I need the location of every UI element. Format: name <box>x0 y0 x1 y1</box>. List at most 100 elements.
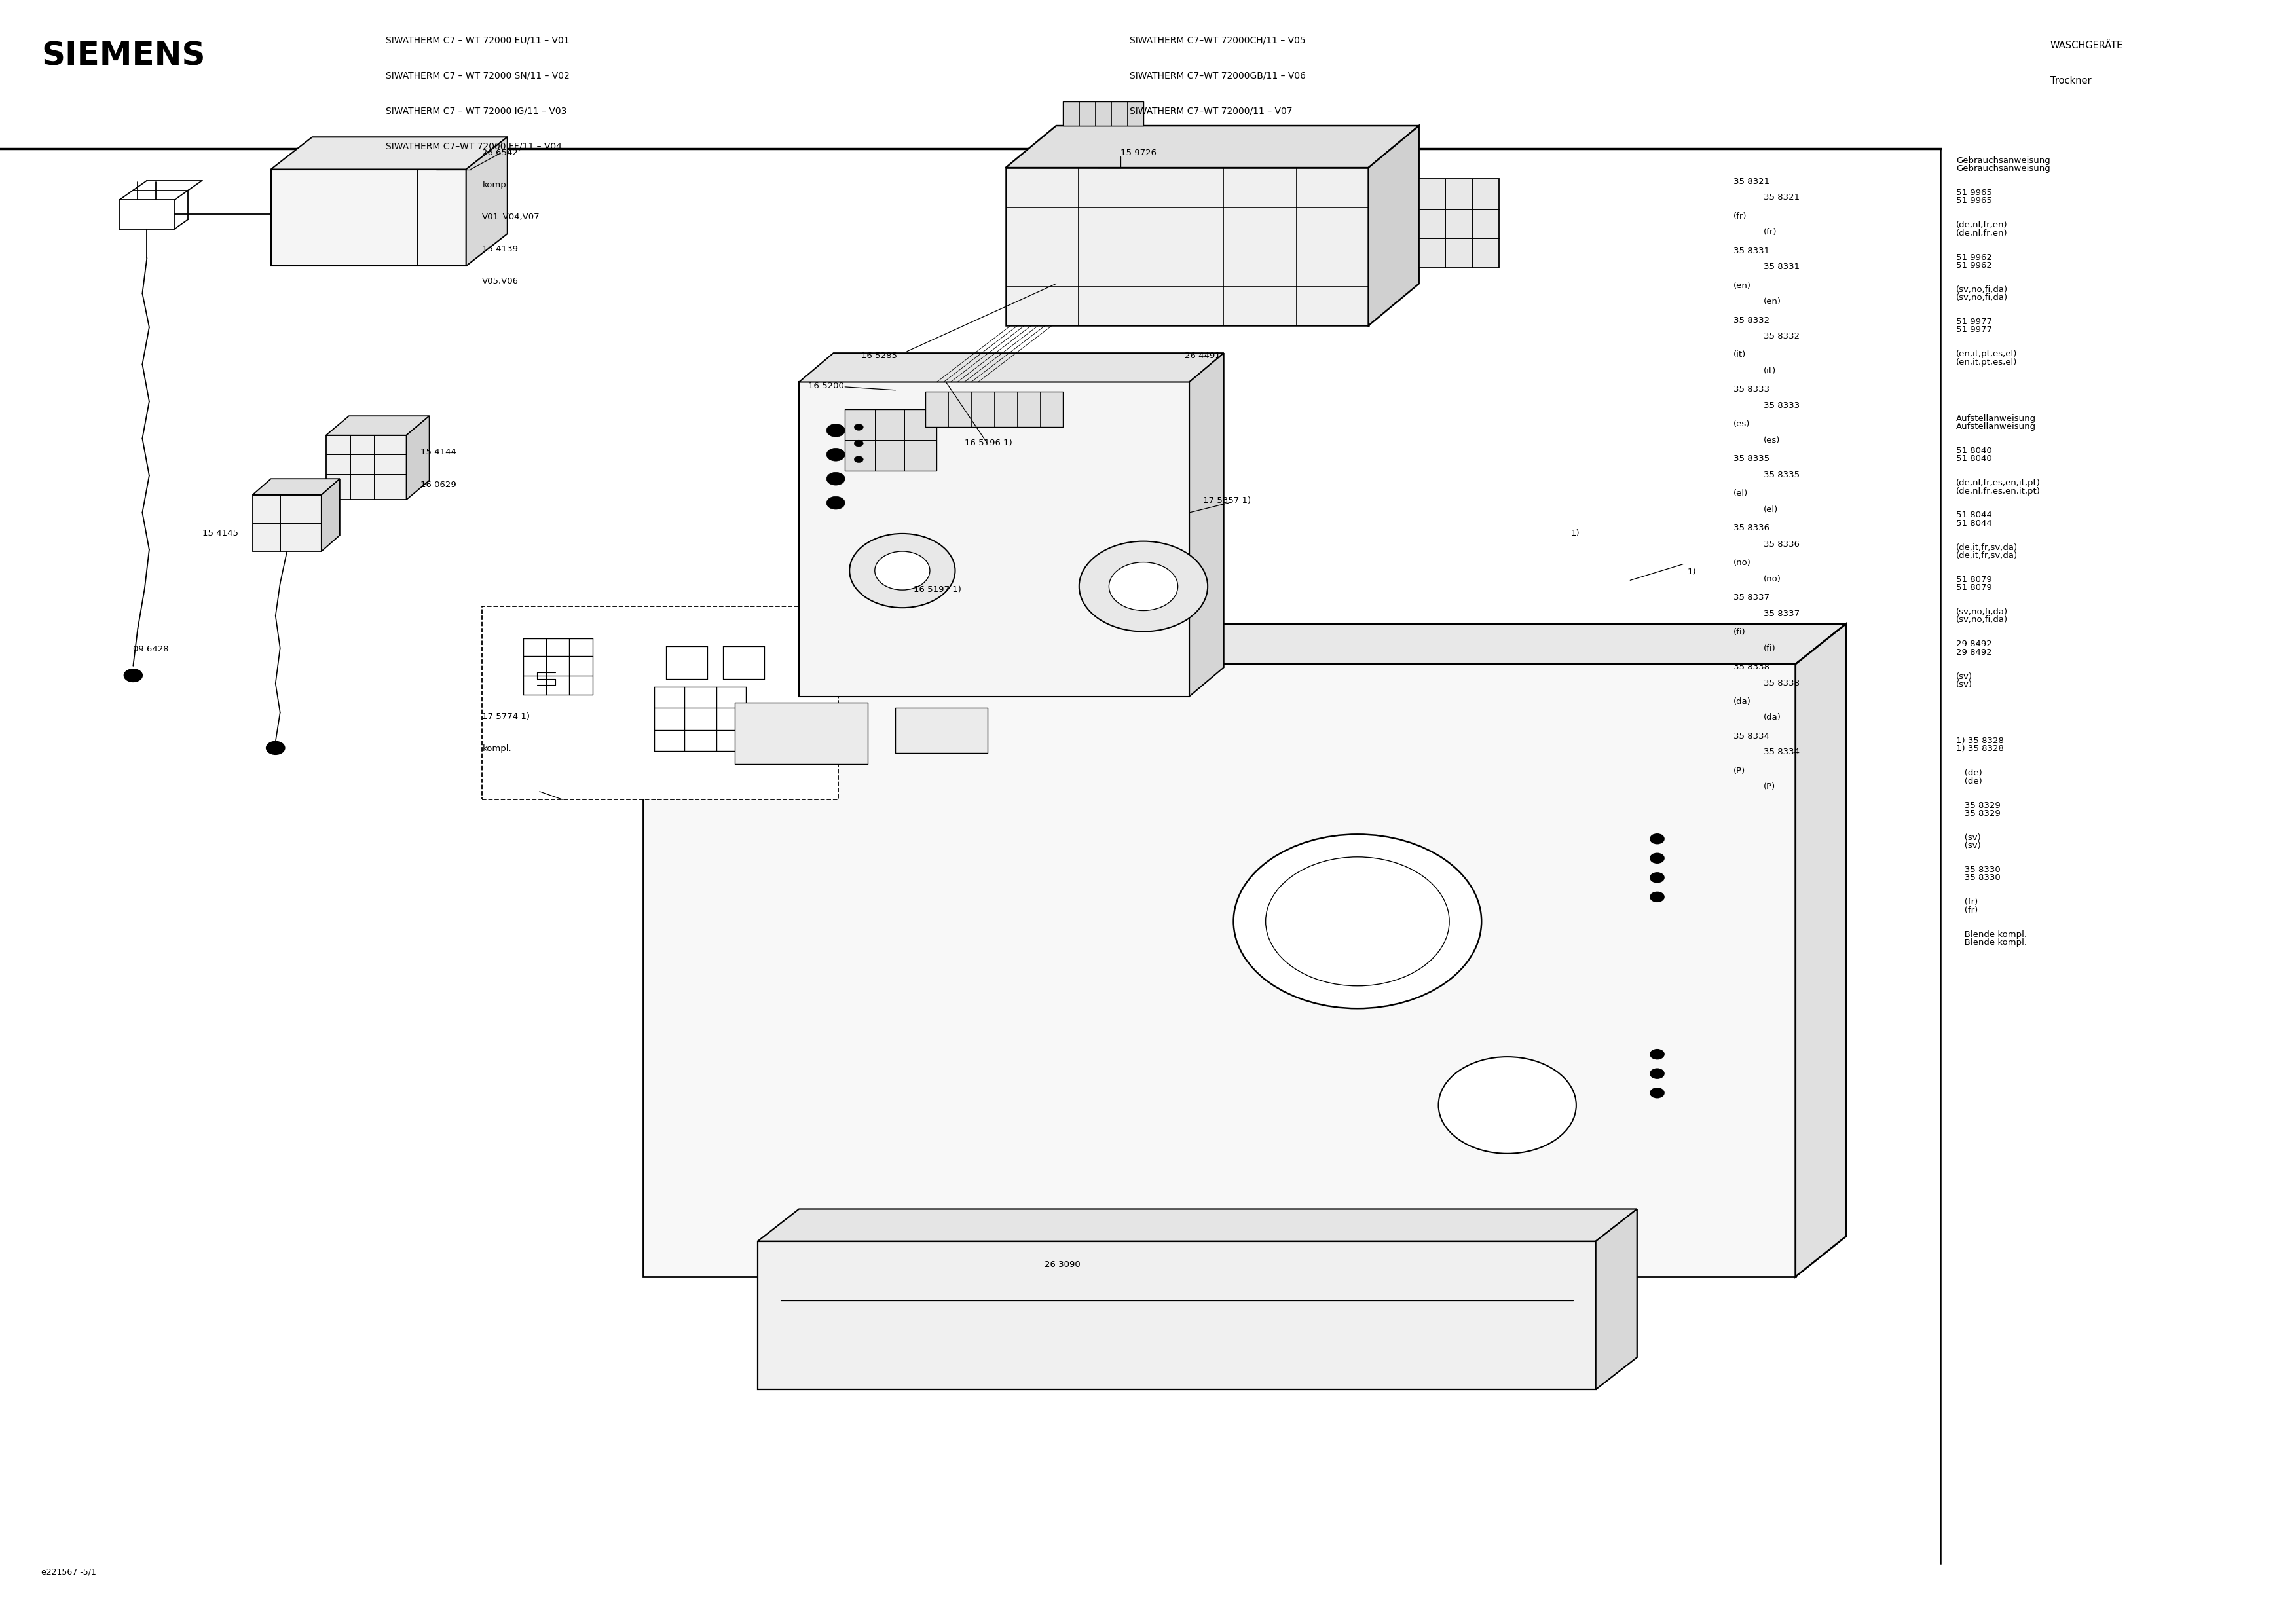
Text: 51 9977: 51 9977 <box>1956 326 1993 334</box>
Text: 29 8492: 29 8492 <box>1956 640 1993 648</box>
Text: 35 8338: 35 8338 <box>1763 679 1800 687</box>
Circle shape <box>124 669 142 682</box>
Text: 51 9965: 51 9965 <box>1956 197 1993 205</box>
Text: (es): (es) <box>1733 419 1750 429</box>
Text: 35 8329: 35 8329 <box>1956 809 2000 817</box>
Circle shape <box>1651 872 1665 882</box>
Text: 16 5200: 16 5200 <box>808 382 845 390</box>
Text: 1) 35 8328: 1) 35 8328 <box>1956 737 2004 745</box>
Polygon shape <box>925 392 1063 427</box>
Text: 51 8044: 51 8044 <box>1956 511 1993 519</box>
Text: (de): (de) <box>1956 777 1981 785</box>
Text: 35 8335: 35 8335 <box>1733 455 1770 463</box>
Text: 1): 1) <box>1570 529 1580 537</box>
Text: SIWATHERM C7–WT 72000/11 – V07: SIWATHERM C7–WT 72000/11 – V07 <box>1130 106 1293 116</box>
Text: Trockner: Trockner <box>2050 76 2092 85</box>
Text: 35 8321: 35 8321 <box>1733 177 1770 185</box>
Circle shape <box>1265 858 1449 987</box>
Text: (de,nl,fr,es,en,it,pt): (de,nl,fr,es,en,it,pt) <box>1956 479 2041 487</box>
Text: 35 8334: 35 8334 <box>1733 732 1770 740</box>
Text: (fr): (fr) <box>1956 906 1977 914</box>
Text: Gebrauchsanweisung: Gebrauchsanweisung <box>1956 156 2050 164</box>
Polygon shape <box>466 137 507 266</box>
Text: Gebrauchsanweisung: Gebrauchsanweisung <box>1956 164 2050 172</box>
Text: 35 8338: 35 8338 <box>1733 663 1770 671</box>
Text: 35 8333: 35 8333 <box>1733 385 1770 393</box>
Polygon shape <box>326 416 429 435</box>
Text: (sv,no,fi,da): (sv,no,fi,da) <box>1956 616 2009 624</box>
Circle shape <box>827 448 845 461</box>
Circle shape <box>1651 1049 1665 1059</box>
Circle shape <box>1437 1057 1575 1154</box>
Text: 35 8329: 35 8329 <box>1956 801 2000 809</box>
Circle shape <box>875 551 930 590</box>
Polygon shape <box>1368 126 1419 326</box>
Text: V01–V04,V07: V01–V04,V07 <box>482 213 540 221</box>
Text: (de,it,fr,sv,da): (de,it,fr,sv,da) <box>1956 543 2018 551</box>
Text: SIWATHERM C7–WT 72000CH/11 – V05: SIWATHERM C7–WT 72000CH/11 – V05 <box>1130 35 1306 45</box>
Text: (en): (en) <box>1763 297 1782 306</box>
Text: (en,it,pt,es,el): (en,it,pt,es,el) <box>1956 358 2018 366</box>
Text: (el): (el) <box>1763 506 1777 514</box>
Text: 35 8335: 35 8335 <box>1763 471 1800 479</box>
Text: (P): (P) <box>1763 783 1775 791</box>
Text: (sv): (sv) <box>1956 680 1972 688</box>
Polygon shape <box>643 624 1846 664</box>
Text: (de,nl,fr,es,en,it,pt): (de,nl,fr,es,en,it,pt) <box>1956 487 2041 495</box>
Polygon shape <box>271 137 507 169</box>
Text: 26 3090: 26 3090 <box>1045 1261 1081 1269</box>
Text: (sv): (sv) <box>1956 833 1981 841</box>
Circle shape <box>1651 833 1665 843</box>
Text: 15 4144: 15 4144 <box>420 448 457 456</box>
Text: 17 5774 1): 17 5774 1) <box>482 713 530 721</box>
Text: (da): (da) <box>1733 696 1752 706</box>
Text: 29 8492: 29 8492 <box>1956 648 1993 656</box>
Circle shape <box>854 456 863 463</box>
Text: WASCHGERÄTE: WASCHGERÄTE <box>2050 40 2124 50</box>
Text: 35 8336: 35 8336 <box>1733 524 1770 532</box>
Text: 51 8079: 51 8079 <box>1956 584 1993 592</box>
Text: 35 8330: 35 8330 <box>1956 874 2000 882</box>
Text: 35 8331: 35 8331 <box>1733 247 1770 255</box>
Text: (fr): (fr) <box>1733 211 1747 221</box>
Text: (de,nl,fr,en): (de,nl,fr,en) <box>1956 221 2007 229</box>
Text: 35 8334: 35 8334 <box>1763 748 1800 756</box>
Text: 35 8333: 35 8333 <box>1763 401 1800 409</box>
Text: (fr): (fr) <box>1763 229 1777 237</box>
Polygon shape <box>845 409 937 471</box>
Text: 35 8332: 35 8332 <box>1763 332 1800 340</box>
Polygon shape <box>1006 168 1368 326</box>
Circle shape <box>827 424 845 437</box>
Text: SIWATHERM C7–WT 72000 FF/11 – V04: SIWATHERM C7–WT 72000 FF/11 – V04 <box>386 142 563 152</box>
Circle shape <box>1651 1069 1665 1078</box>
Polygon shape <box>1596 1209 1637 1390</box>
Circle shape <box>1079 542 1208 632</box>
Text: 35 8332: 35 8332 <box>1733 316 1770 324</box>
Polygon shape <box>1419 179 1499 268</box>
Polygon shape <box>735 703 868 764</box>
Text: SIWATHERM C7 – WT 72000 SN/11 – V02: SIWATHERM C7 – WT 72000 SN/11 – V02 <box>386 71 569 81</box>
Polygon shape <box>799 382 1189 696</box>
Polygon shape <box>1795 624 1846 1277</box>
Text: 26 6542: 26 6542 <box>482 148 519 156</box>
Text: V05,V06: V05,V06 <box>482 277 519 285</box>
Circle shape <box>827 472 845 485</box>
Text: 51 9962: 51 9962 <box>1956 261 1993 269</box>
Text: (it): (it) <box>1763 366 1775 376</box>
Circle shape <box>1651 1088 1665 1098</box>
Text: 35 8321: 35 8321 <box>1763 193 1800 202</box>
Text: (sv,no,fi,da): (sv,no,fi,da) <box>1956 608 2009 616</box>
Text: (de,it,fr,sv,da): (de,it,fr,sv,da) <box>1956 551 2018 559</box>
Text: 51 9965: 51 9965 <box>1956 189 1993 197</box>
Text: 35 8330: 35 8330 <box>1956 866 2000 874</box>
Text: 51 8079: 51 8079 <box>1956 575 1993 584</box>
Text: 1) 35 8328: 1) 35 8328 <box>1956 745 2004 753</box>
Text: (sv,no,fi,da): (sv,no,fi,da) <box>1956 293 2009 301</box>
Polygon shape <box>321 479 340 551</box>
Text: 35 8337: 35 8337 <box>1763 609 1800 617</box>
Text: 15 4139: 15 4139 <box>482 245 519 253</box>
Text: (no): (no) <box>1763 574 1782 584</box>
Text: (da): (da) <box>1763 713 1782 722</box>
Text: 51 9962: 51 9962 <box>1956 253 1993 261</box>
Text: Aufstellanweisung: Aufstellanweisung <box>1956 414 2037 422</box>
